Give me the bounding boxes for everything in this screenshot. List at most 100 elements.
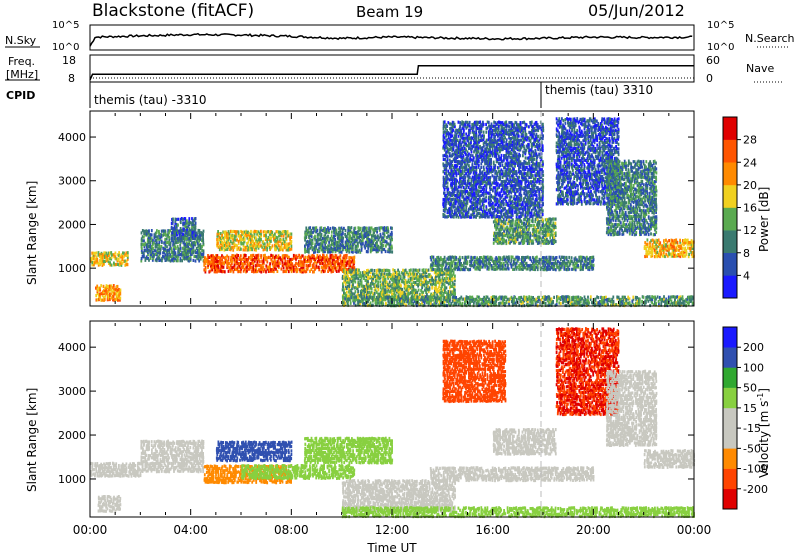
data-cell [359, 294, 362, 298]
data-cell [454, 205, 456, 209]
data-cell [344, 266, 347, 270]
data-cell [172, 217, 174, 221]
data-cell [152, 246, 154, 250]
data-cell [534, 233, 537, 237]
data-cell [455, 182, 458, 186]
data-cell [353, 234, 356, 238]
data-cell [215, 254, 217, 258]
data-cell [528, 264, 530, 268]
data-cell [393, 282, 396, 286]
data-cell [448, 197, 451, 201]
data-cell [223, 248, 226, 252]
data-cell [443, 171, 446, 175]
data-cell [377, 284, 380, 288]
data-cell [320, 244, 323, 248]
data-cell [533, 235, 536, 239]
data-cell [442, 212, 445, 217]
data-cell [351, 272, 353, 276]
data-cell [573, 257, 576, 261]
data-cell [525, 222, 528, 226]
data-cell [519, 225, 521, 229]
data-cell [194, 259, 197, 263]
data-cell [459, 258, 462, 262]
data-cell [378, 246, 381, 250]
data-cell [508, 255, 510, 259]
data-cell [543, 265, 546, 269]
data-cell [262, 244, 265, 248]
data-cell [488, 260, 490, 264]
data-cell [547, 267, 549, 271]
data-cell [125, 259, 128, 263]
data-cell [561, 255, 563, 259]
data-cell [452, 259, 455, 263]
data-cell [440, 286, 443, 291]
data-cell [387, 228, 390, 232]
data-cell [537, 225, 539, 229]
data-cell [453, 138, 456, 142]
data-cell [438, 280, 441, 284]
data-cell [437, 268, 440, 272]
data-cell [191, 225, 193, 229]
data-cell [542, 267, 545, 272]
data-cell [152, 255, 155, 259]
data-cell [245, 229, 248, 233]
data-cell [113, 261, 115, 265]
data-cell [382, 288, 385, 292]
data-cell [453, 142, 456, 147]
data-cell [300, 265, 303, 269]
data-cell [470, 264, 472, 268]
data-cell [217, 268, 220, 272]
data-cell [226, 259, 228, 263]
data-cell [181, 239, 183, 243]
data-cell [378, 268, 381, 272]
data-cell [187, 257, 190, 261]
data-cell [179, 229, 182, 233]
data-cell [231, 268, 233, 272]
data-cell [265, 270, 267, 274]
data-cell [354, 232, 357, 236]
data-cell [357, 290, 359, 294]
data-cell [306, 228, 309, 232]
data-cell [349, 260, 352, 264]
data-cell [176, 236, 179, 241]
data-cell [346, 242, 348, 246]
data-cell [457, 185, 460, 189]
data-cell [391, 274, 393, 278]
data-cell [455, 137, 458, 141]
data-cell [539, 258, 541, 262]
data-cell [351, 236, 353, 240]
data-cell [451, 203, 454, 207]
data-cell [284, 230, 287, 234]
data-cell [204, 268, 207, 272]
data-cell [369, 286, 372, 290]
data-cell [497, 228, 500, 232]
data-cell [447, 198, 450, 202]
data-cell [309, 238, 312, 242]
data-cell [411, 284, 414, 289]
data-cell [443, 284, 446, 288]
data-cell [470, 197, 473, 201]
data-cell [470, 170, 472, 174]
data-cell [185, 219, 188, 223]
data-cell [461, 207, 463, 211]
data-cell [107, 251, 110, 255]
data-cell [177, 254, 180, 258]
data-cell [465, 186, 468, 190]
data-cell [281, 263, 284, 268]
data-cell [413, 268, 416, 272]
data-cell [344, 258, 347, 262]
data-cell [458, 181, 460, 185]
data-cell [499, 217, 502, 221]
data-cell [348, 234, 351, 239]
data-cell [121, 257, 124, 261]
data-cell [450, 166, 452, 170]
data-cell [169, 243, 172, 247]
data-cell [314, 230, 317, 234]
data-cell [451, 280, 454, 284]
data-cell [213, 266, 216, 270]
data-cell [376, 240, 378, 244]
data-cell [395, 290, 398, 294]
data-cell [403, 290, 406, 294]
data-cell [469, 199, 471, 203]
data-cell [288, 262, 290, 266]
